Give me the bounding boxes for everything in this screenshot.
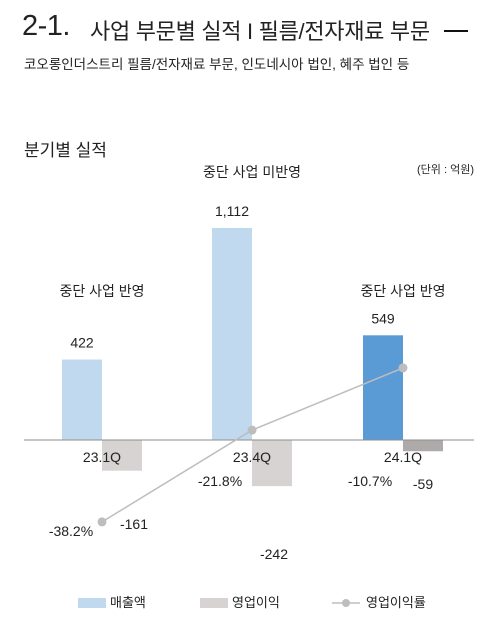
margin-point-1 [97,517,107,527]
annotation-2: 중단 사업 미반영 [203,164,301,180]
unit-note: (단위 : 억원) [417,163,474,176]
category-label-2: 23.4Q [233,449,271,465]
revenue-bar-1 [62,359,102,440]
subtitle: 코오롱인더스트리 필름/전자재료 부문, 인도네시아 법인, 혜주 법인 등 [24,57,410,72]
legend-label-revenue: 매출액 [110,595,146,610]
section-number: 2-1. [22,10,70,42]
annotation-1: 중단 사업 반영 [59,283,144,299]
margin-label-2: -21.8% [198,473,242,489]
legend-label-profit: 영업이익 [232,595,280,610]
annotation-3: 중단 사업 반영 [360,283,445,299]
legend-swatch-revenue [78,598,106,608]
section-title: 분기별 실적 [24,141,107,160]
page-title: 사업 부문별 실적 I 필름/전자재료 부문 [90,19,430,44]
legend-label-margin: 영업이익률 [366,595,426,610]
profit-bar-2 [252,440,292,487]
revenue-label-3: 549 [371,310,395,326]
margin-point-2 [247,425,257,435]
margin-point-3 [398,363,408,373]
legend-marker-margin [342,599,350,607]
margin-label-3: -10.7% [348,473,392,489]
margin-label-1: -38.2% [49,523,93,539]
profit-bar-3 [403,440,443,452]
profit-label-2: -242 [260,546,288,562]
profit-bar-1 [102,440,142,471]
category-label-3: 24.1Q [384,449,422,465]
profit-label-1: -161 [120,516,148,532]
legend-swatch-profit [200,598,228,608]
revenue-bar-2 [212,227,252,440]
revenue-label-1: 422 [70,335,94,351]
revenue-label-2: 1,112 [215,203,249,219]
profit-label-3: -59 [413,476,433,492]
revenue-bar-3 [363,335,403,440]
category-label-1: 23.1Q [83,449,121,465]
header-dash [444,30,468,32]
